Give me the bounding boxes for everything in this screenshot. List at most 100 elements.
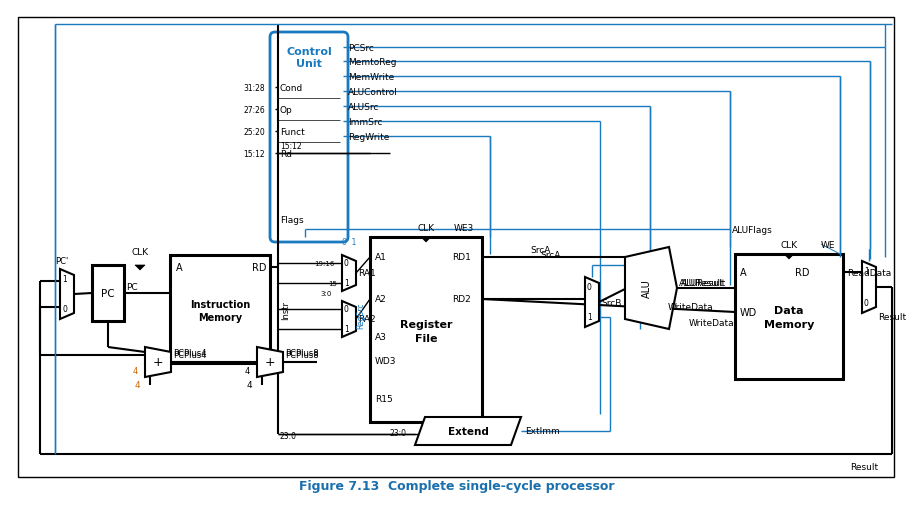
Text: RD: RD: [252, 263, 267, 273]
Text: WriteData: WriteData: [689, 318, 735, 327]
Text: ALUResult: ALUResult: [679, 278, 724, 287]
Text: WE: WE: [821, 240, 835, 249]
Text: ImmSrc: ImmSrc: [348, 117, 382, 126]
Text: MemtoReg: MemtoReg: [348, 58, 397, 66]
Text: WD3: WD3: [375, 357, 397, 366]
Text: ExtImm: ExtImm: [525, 427, 559, 436]
Text: 1: 1: [344, 279, 349, 288]
Text: SrcB: SrcB: [601, 298, 622, 307]
Text: ALU: ALU: [642, 279, 652, 298]
Text: PCPlus4: PCPlus4: [173, 349, 207, 358]
Text: Op: Op: [280, 105, 292, 114]
Text: ALUFlags: ALUFlags: [732, 225, 772, 234]
Text: 25:20: 25:20: [243, 127, 265, 136]
Polygon shape: [784, 255, 794, 260]
Polygon shape: [145, 347, 171, 377]
Text: ALUControl: ALUControl: [348, 87, 398, 96]
Text: A: A: [740, 268, 747, 277]
Text: 1: 1: [864, 267, 868, 276]
Text: 0: 0: [344, 259, 349, 268]
Text: Flags: Flags: [280, 215, 303, 224]
Text: 31:28: 31:28: [243, 83, 265, 92]
Text: 19:16: 19:16: [314, 261, 335, 267]
Polygon shape: [342, 301, 356, 337]
Text: RD2: RD2: [452, 295, 471, 304]
Text: Memory: Memory: [198, 313, 242, 322]
Text: PCPlus4: PCPlus4: [173, 351, 207, 360]
Text: PC: PC: [101, 288, 115, 298]
Text: R15: R15: [375, 395, 393, 403]
Text: A2: A2: [375, 295, 387, 304]
Text: WD: WD: [740, 308, 758, 317]
Text: Instr: Instr: [282, 300, 291, 319]
Polygon shape: [862, 262, 876, 314]
Text: RegSrc: RegSrc: [356, 302, 366, 329]
Text: Instruction: Instruction: [190, 299, 250, 310]
Polygon shape: [60, 270, 74, 319]
Text: 4: 4: [134, 381, 140, 390]
Text: 27:26: 27:26: [243, 105, 265, 114]
Text: Register: Register: [399, 319, 452, 329]
Text: PCPlus8: PCPlus8: [285, 351, 319, 360]
Text: PCSrc: PCSrc: [348, 43, 374, 53]
Text: File: File: [415, 333, 437, 343]
Text: 4: 4: [246, 381, 252, 390]
Text: WE3: WE3: [454, 223, 474, 232]
Polygon shape: [415, 417, 521, 445]
Bar: [370, 237, 482, 422]
Text: Data: Data: [774, 306, 803, 316]
Text: Figure 7.13  Complete single-cycle processor: Figure 7.13 Complete single-cycle proces…: [299, 480, 615, 492]
Text: Memory: Memory: [764, 320, 814, 330]
Text: 0: 0: [344, 305, 349, 314]
FancyBboxPatch shape: [270, 33, 348, 242]
Text: PC': PC': [56, 257, 69, 266]
Text: CLK: CLK: [132, 247, 149, 256]
Text: +: +: [265, 356, 275, 369]
Text: 15: 15: [328, 280, 337, 286]
Text: RA1: RA1: [358, 269, 376, 278]
Bar: [735, 255, 843, 379]
Text: A: A: [176, 263, 183, 273]
Text: ALUSrc: ALUSrc: [348, 103, 379, 111]
Polygon shape: [585, 277, 599, 327]
Text: 0  1: 0 1: [342, 237, 356, 246]
Text: Result: Result: [878, 313, 906, 322]
Text: Funct: Funct: [280, 127, 304, 136]
Text: 23:0: 23:0: [389, 429, 406, 438]
Text: SrcA: SrcA: [530, 245, 550, 254]
Text: A3: A3: [375, 333, 387, 342]
Text: MemWrite: MemWrite: [348, 72, 394, 81]
Text: RA2: RA2: [358, 315, 376, 324]
Polygon shape: [342, 256, 356, 291]
Polygon shape: [257, 347, 283, 377]
Text: PC: PC: [126, 283, 138, 292]
Text: Rd: Rd: [280, 149, 292, 158]
Text: A1: A1: [375, 253, 387, 262]
Bar: [170, 256, 270, 363]
Polygon shape: [421, 237, 431, 242]
Text: 1: 1: [344, 325, 349, 334]
Text: 4: 4: [133, 367, 138, 376]
Polygon shape: [135, 266, 145, 271]
Text: 1: 1: [587, 313, 591, 322]
Text: 0: 0: [864, 299, 869, 308]
Text: Cond: Cond: [280, 83, 303, 92]
Text: 3:0: 3:0: [320, 290, 332, 296]
Text: Result: Result: [850, 463, 878, 472]
Text: SrcA: SrcA: [540, 251, 560, 260]
Text: Extend: Extend: [448, 426, 488, 436]
Text: RegWrite: RegWrite: [348, 132, 389, 141]
Text: Unit: Unit: [296, 59, 322, 69]
Text: RD1: RD1: [452, 253, 471, 262]
Text: 1: 1: [62, 275, 67, 284]
Text: Control: Control: [286, 47, 332, 57]
Text: 23:0: 23:0: [280, 432, 297, 441]
Text: ALUResult: ALUResult: [681, 279, 727, 288]
Text: 0: 0: [62, 305, 67, 314]
Bar: [92, 266, 124, 321]
Text: 0: 0: [587, 283, 592, 292]
Polygon shape: [625, 247, 677, 329]
Text: 15:12: 15:12: [243, 149, 265, 158]
Text: 15:12: 15:12: [280, 141, 302, 150]
Text: ReadData: ReadData: [847, 268, 891, 277]
